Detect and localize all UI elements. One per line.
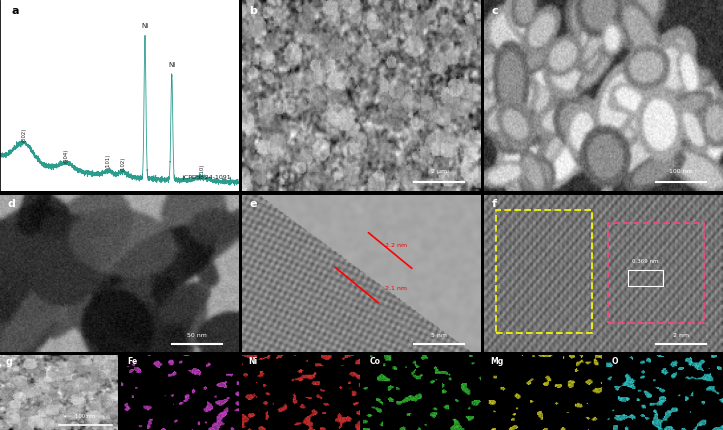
Text: (002): (002) bbox=[22, 128, 26, 142]
Text: 100 nm: 100 nm bbox=[75, 414, 95, 419]
Text: 0.369 nm: 0.369 nm bbox=[633, 259, 659, 264]
Text: Co: Co bbox=[369, 357, 380, 366]
Text: g: g bbox=[6, 357, 13, 367]
X-axis label: 2θ (degree): 2θ (degree) bbox=[97, 203, 142, 212]
Text: (110): (110) bbox=[200, 163, 205, 178]
Text: Ni: Ni bbox=[142, 23, 149, 29]
Text: 50 nm: 50 nm bbox=[187, 333, 207, 338]
Text: 2.1 nm: 2.1 nm bbox=[385, 286, 407, 292]
Text: Fe: Fe bbox=[127, 357, 137, 366]
Text: Ni: Ni bbox=[168, 61, 176, 68]
Text: Ni: Ni bbox=[248, 357, 257, 366]
Text: d: d bbox=[7, 200, 15, 209]
Text: 100 nm: 100 nm bbox=[669, 169, 693, 174]
Text: 2 nm: 2 nm bbox=[673, 333, 689, 338]
Text: O: O bbox=[612, 357, 618, 366]
Text: e: e bbox=[249, 200, 257, 209]
Text: 2.2 nm: 2.2 nm bbox=[385, 243, 408, 248]
Text: c: c bbox=[492, 6, 498, 16]
Text: b: b bbox=[249, 6, 257, 16]
Text: (102): (102) bbox=[121, 157, 126, 171]
Text: JCPDS: 24-1091: JCPDS: 24-1091 bbox=[183, 175, 231, 180]
Text: a: a bbox=[12, 6, 20, 16]
Text: (004): (004) bbox=[64, 149, 69, 163]
Text: f: f bbox=[492, 200, 497, 209]
Text: 2 μm: 2 μm bbox=[431, 169, 447, 174]
Text: (101): (101) bbox=[106, 154, 111, 168]
Text: 5 nm: 5 nm bbox=[431, 333, 447, 338]
Text: Mg: Mg bbox=[490, 357, 503, 366]
